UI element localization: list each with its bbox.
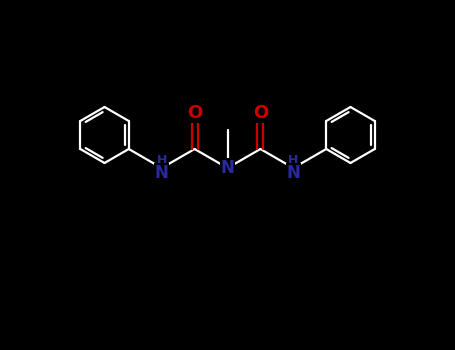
Text: O: O — [253, 104, 268, 122]
Text: N: N — [286, 164, 300, 182]
Text: H: H — [288, 154, 298, 168]
Text: O: O — [187, 104, 202, 122]
Text: N: N — [155, 164, 169, 182]
Text: N: N — [221, 159, 234, 177]
Text: H: H — [157, 154, 167, 168]
